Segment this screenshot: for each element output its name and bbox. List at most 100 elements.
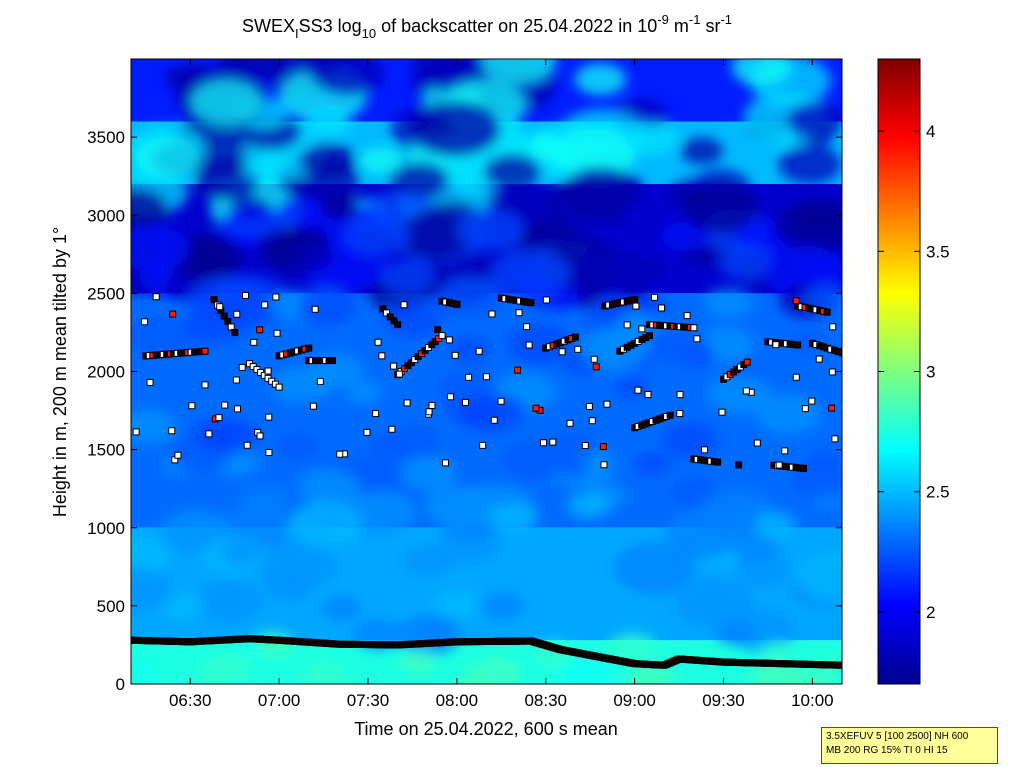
texture-blob [661, 220, 710, 252]
layer-marker [328, 357, 336, 365]
colorbar-tick-label: 4 [926, 122, 935, 141]
scatter-marker [588, 417, 596, 425]
texture-blob [396, 615, 461, 656]
scatter-marker [772, 341, 780, 349]
texture-blob [754, 511, 797, 538]
scatter-marker [523, 323, 531, 331]
texture-blob [627, 665, 674, 684]
texture-blob [423, 485, 492, 528]
scatter-marker [775, 461, 783, 469]
scatter-marker [549, 438, 557, 446]
x-tick-label: 08:00 [436, 691, 479, 710]
scatter-marker [753, 439, 761, 447]
x-tick-label: 07:30 [347, 691, 390, 710]
texture-blob [131, 567, 175, 612]
scatter-marker [264, 367, 272, 375]
cloud-markers [132, 291, 842, 472]
texture-blob [131, 409, 176, 444]
scatter-marker [676, 410, 684, 418]
texture-blob [400, 650, 436, 673]
scatter-marker [632, 302, 640, 310]
boundary-layer-marker [836, 661, 842, 669]
scatter-marker [514, 366, 522, 374]
layer-marker [690, 324, 698, 332]
texture-blob [650, 328, 710, 366]
texture-blob [287, 500, 363, 548]
texture-blob [679, 137, 724, 165]
layer-marker [231, 328, 239, 336]
texture-blob [433, 589, 482, 620]
scatter-marker [532, 404, 540, 412]
scatter-marker [585, 402, 593, 410]
scatter-marker [792, 373, 800, 381]
scatter-marker [650, 293, 658, 301]
scatter-marker [600, 461, 608, 469]
scatter-marker [395, 370, 403, 378]
scatter-marker [169, 310, 177, 318]
scatter-marker [374, 338, 382, 346]
texture-blob [681, 184, 759, 234]
texture-blob [458, 674, 489, 684]
texture-blob [574, 63, 627, 96]
scatter-marker [256, 432, 264, 440]
texture-blob [299, 286, 349, 317]
texture-blob [481, 59, 557, 84]
x-axis: 06:30 07:00 07:30 08:00 08:30 09:00 09:30 10:00 [169, 59, 834, 710]
scatter-marker [445, 336, 453, 344]
texture-blob [397, 211, 475, 260]
layer-marker [201, 347, 209, 355]
scatter-marker [265, 413, 273, 421]
texture-blob [311, 59, 385, 97]
scatter-marker [188, 402, 196, 410]
scatter-marker [390, 362, 398, 370]
texture-blob [804, 283, 842, 310]
texture-blob [785, 102, 842, 139]
scatter-marker [558, 348, 566, 356]
boundary-layer-markers [131, 635, 842, 669]
texture-blob [633, 452, 671, 476]
texture-blob [276, 196, 328, 229]
texture-blob [131, 187, 169, 232]
texture-blob [778, 144, 842, 185]
scatter-marker [599, 443, 607, 451]
texture-blob [410, 100, 501, 157]
scatter-marker [574, 345, 582, 353]
scatter-marker [215, 414, 223, 422]
texture-blob [437, 276, 505, 319]
scatter-marker [146, 378, 154, 386]
scatter-marker [461, 398, 469, 406]
layer-marker [438, 332, 446, 340]
texture-blob [386, 424, 442, 459]
layer-marker [631, 296, 639, 304]
scatter-marker [205, 430, 213, 438]
scatter-marker [232, 376, 240, 384]
scatter-marker [676, 391, 684, 399]
texture-blob [299, 467, 361, 507]
layer-marker [305, 344, 313, 352]
colorbar-tick-label: 2 [926, 603, 935, 622]
y-tick-label: 500 [97, 597, 125, 616]
scatter-marker [718, 408, 726, 416]
texture-blob [580, 328, 648, 371]
plot-area [131, 59, 842, 684]
x-tick-label: 07:00 [258, 691, 301, 710]
scatter-marker [403, 399, 411, 407]
texture-blob [553, 128, 636, 180]
texture-blob [190, 79, 263, 125]
scatter-marker [590, 355, 598, 363]
scatter-marker [261, 301, 269, 309]
scatter-marker [221, 401, 229, 409]
colorbar [877, 58, 921, 685]
texture-blob [273, 367, 332, 405]
scatter-marker [265, 448, 273, 456]
scatter-marker [336, 450, 344, 458]
texture-blob [402, 545, 453, 577]
layer-marker [386, 313, 394, 321]
scatter-marker [781, 447, 789, 455]
texture-blob [320, 195, 360, 220]
scatter-marker [174, 451, 182, 459]
x-tick-label: 09:00 [613, 691, 656, 710]
texture-blob [342, 214, 411, 257]
x-tick-label: 06:30 [169, 691, 212, 710]
